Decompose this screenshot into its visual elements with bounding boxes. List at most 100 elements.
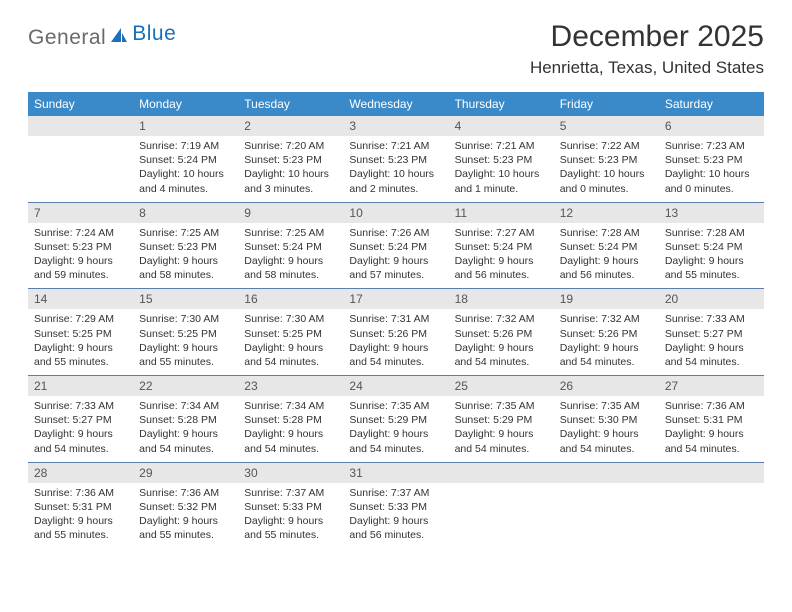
calendar-week-row: 14Sunrise: 7:29 AMSunset: 5:25 PMDayligh… — [28, 289, 764, 376]
day-number: 3 — [343, 116, 448, 136]
calendar-table: Sunday Monday Tuesday Wednesday Thursday… — [28, 92, 764, 548]
sunset-text: Sunset: 5:24 PM — [665, 240, 758, 254]
daylight-text: Daylight: 9 hours and 55 minutes. — [34, 514, 127, 542]
day-number: 11 — [449, 203, 554, 223]
calendar-cell: 3Sunrise: 7:21 AMSunset: 5:23 PMDaylight… — [343, 116, 448, 202]
day-body: Sunrise: 7:19 AMSunset: 5:24 PMDaylight:… — [133, 136, 238, 202]
calendar-cell: 14Sunrise: 7:29 AMSunset: 5:25 PMDayligh… — [28, 289, 133, 376]
calendar-cell: 13Sunrise: 7:28 AMSunset: 5:24 PMDayligh… — [659, 202, 764, 289]
sunset-text: Sunset: 5:31 PM — [34, 500, 127, 514]
calendar-week-row: 1Sunrise: 7:19 AMSunset: 5:24 PMDaylight… — [28, 116, 764, 202]
day-body: Sunrise: 7:32 AMSunset: 5:26 PMDaylight:… — [449, 309, 554, 375]
calendar-cell: 23Sunrise: 7:34 AMSunset: 5:28 PMDayligh… — [238, 376, 343, 463]
sunset-text: Sunset: 5:28 PM — [244, 413, 337, 427]
calendar-cell: 10Sunrise: 7:26 AMSunset: 5:24 PMDayligh… — [343, 202, 448, 289]
day-number: 5 — [554, 116, 659, 136]
daylight-text: Daylight: 9 hours and 54 minutes. — [560, 427, 653, 455]
daylight-text: Daylight: 10 hours and 3 minutes. — [244, 167, 337, 195]
day-number: 27 — [659, 376, 764, 396]
sunrise-text: Sunrise: 7:30 AM — [244, 312, 337, 326]
day-number: 15 — [133, 289, 238, 309]
day-number: 6 — [659, 116, 764, 136]
sunrise-text: Sunrise: 7:22 AM — [560, 139, 653, 153]
day-body: Sunrise: 7:22 AMSunset: 5:23 PMDaylight:… — [554, 136, 659, 202]
calendar-cell: 24Sunrise: 7:35 AMSunset: 5:29 PMDayligh… — [343, 376, 448, 463]
daylight-text: Daylight: 9 hours and 54 minutes. — [349, 427, 442, 455]
sunrise-text: Sunrise: 7:31 AM — [349, 312, 442, 326]
daylight-text: Daylight: 9 hours and 55 minutes. — [139, 514, 232, 542]
title-block: December 2025 Henrietta, Texas, United S… — [530, 20, 764, 78]
sunset-text: Sunset: 5:28 PM — [139, 413, 232, 427]
daylight-text: Daylight: 9 hours and 54 minutes. — [455, 341, 548, 369]
day-number: 21 — [28, 376, 133, 396]
calendar-cell: 29Sunrise: 7:36 AMSunset: 5:32 PMDayligh… — [133, 462, 238, 548]
daylight-text: Daylight: 9 hours and 56 minutes. — [349, 514, 442, 542]
sunset-text: Sunset: 5:32 PM — [139, 500, 232, 514]
sunset-text: Sunset: 5:23 PM — [665, 153, 758, 167]
daylight-text: Daylight: 9 hours and 57 minutes. — [349, 254, 442, 282]
daylight-text: Daylight: 9 hours and 54 minutes. — [665, 427, 758, 455]
day-body: Sunrise: 7:34 AMSunset: 5:28 PMDaylight:… — [238, 396, 343, 462]
day-number: 12 — [554, 203, 659, 223]
calendar-cell: 1Sunrise: 7:19 AMSunset: 5:24 PMDaylight… — [133, 116, 238, 202]
day-number: 20 — [659, 289, 764, 309]
sunset-text: Sunset: 5:24 PM — [139, 153, 232, 167]
daylight-text: Daylight: 10 hours and 4 minutes. — [139, 167, 232, 195]
sail-icon — [110, 27, 128, 50]
day-body: Sunrise: 7:28 AMSunset: 5:24 PMDaylight:… — [659, 223, 764, 289]
day-number: 16 — [238, 289, 343, 309]
sunset-text: Sunset: 5:25 PM — [34, 327, 127, 341]
sunrise-text: Sunrise: 7:34 AM — [139, 399, 232, 413]
day-number: 26 — [554, 376, 659, 396]
day-number: 8 — [133, 203, 238, 223]
day-body: Sunrise: 7:25 AMSunset: 5:23 PMDaylight:… — [133, 223, 238, 289]
day-body — [659, 483, 764, 539]
sunset-text: Sunset: 5:29 PM — [349, 413, 442, 427]
sunrise-text: Sunrise: 7:37 AM — [349, 486, 442, 500]
sunset-text: Sunset: 5:27 PM — [665, 327, 758, 341]
day-body: Sunrise: 7:36 AMSunset: 5:32 PMDaylight:… — [133, 483, 238, 549]
month-title: December 2025 — [530, 20, 764, 54]
sunrise-text: Sunrise: 7:25 AM — [244, 226, 337, 240]
sunset-text: Sunset: 5:24 PM — [244, 240, 337, 254]
sunset-text: Sunset: 5:23 PM — [244, 153, 337, 167]
calendar-cell — [449, 462, 554, 548]
daylight-text: Daylight: 9 hours and 54 minutes. — [665, 341, 758, 369]
sunrise-text: Sunrise: 7:36 AM — [34, 486, 127, 500]
day-number: 10 — [343, 203, 448, 223]
calendar-cell — [659, 462, 764, 548]
sunset-text: Sunset: 5:23 PM — [349, 153, 442, 167]
calendar-cell: 15Sunrise: 7:30 AMSunset: 5:25 PMDayligh… — [133, 289, 238, 376]
daylight-text: Daylight: 10 hours and 0 minutes. — [560, 167, 653, 195]
calendar-week-row: 7Sunrise: 7:24 AMSunset: 5:23 PMDaylight… — [28, 202, 764, 289]
day-number: 13 — [659, 203, 764, 223]
sunset-text: Sunset: 5:23 PM — [560, 153, 653, 167]
day-header: Saturday — [659, 92, 764, 116]
daylight-text: Daylight: 9 hours and 54 minutes. — [455, 427, 548, 455]
calendar-cell: 6Sunrise: 7:23 AMSunset: 5:23 PMDaylight… — [659, 116, 764, 202]
logo: General Blue — [28, 20, 176, 50]
calendar-cell: 9Sunrise: 7:25 AMSunset: 5:24 PMDaylight… — [238, 202, 343, 289]
sunrise-text: Sunrise: 7:24 AM — [34, 226, 127, 240]
day-header-row: Sunday Monday Tuesday Wednesday Thursday… — [28, 92, 764, 116]
sunset-text: Sunset: 5:33 PM — [244, 500, 337, 514]
day-number: 7 — [28, 203, 133, 223]
day-body: Sunrise: 7:31 AMSunset: 5:26 PMDaylight:… — [343, 309, 448, 375]
day-header: Friday — [554, 92, 659, 116]
day-number: 30 — [238, 463, 343, 483]
calendar-cell: 26Sunrise: 7:35 AMSunset: 5:30 PMDayligh… — [554, 376, 659, 463]
day-number: 4 — [449, 116, 554, 136]
day-number: 9 — [238, 203, 343, 223]
daylight-text: Daylight: 10 hours and 1 minute. — [455, 167, 548, 195]
sunrise-text: Sunrise: 7:27 AM — [455, 226, 548, 240]
day-body: Sunrise: 7:25 AMSunset: 5:24 PMDaylight:… — [238, 223, 343, 289]
logo-text-general: General — [28, 26, 106, 50]
day-body: Sunrise: 7:35 AMSunset: 5:30 PMDaylight:… — [554, 396, 659, 462]
calendar-cell — [28, 116, 133, 202]
sunset-text: Sunset: 5:30 PM — [560, 413, 653, 427]
calendar-cell: 17Sunrise: 7:31 AMSunset: 5:26 PMDayligh… — [343, 289, 448, 376]
day-header: Monday — [133, 92, 238, 116]
daylight-text: Daylight: 9 hours and 55 minutes. — [244, 514, 337, 542]
sunset-text: Sunset: 5:24 PM — [560, 240, 653, 254]
day-number: 19 — [554, 289, 659, 309]
